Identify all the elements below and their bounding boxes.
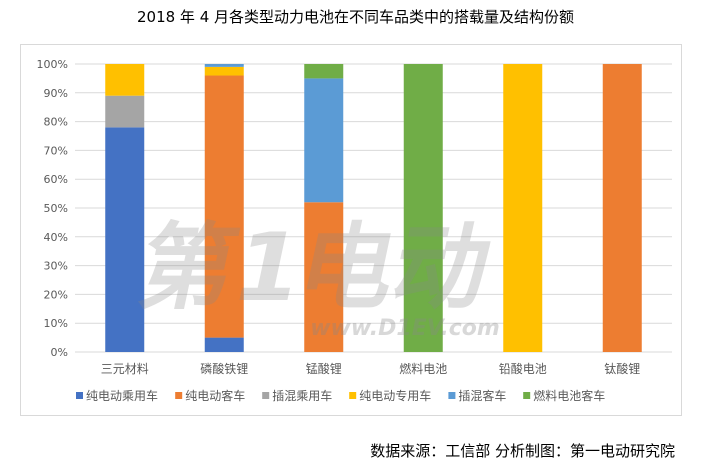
x-category-label: 磷酸铁锂 (200, 361, 248, 376)
x-category-label: 燃料电池 (399, 361, 447, 376)
legend-swatch (175, 392, 183, 399)
bar-segment (105, 64, 145, 96)
legend-swatch (349, 392, 357, 399)
y-tick-label: 70% (44, 144, 68, 157)
source-note: 数据来源：工信部 分析制图：第一电动研究院 (370, 442, 675, 460)
y-tick-label: 60% (44, 173, 68, 186)
watermark-url: www.D1EV.com (310, 316, 500, 341)
legend-label: 纯电动专用车 (359, 388, 431, 403)
legend-swatch (262, 392, 270, 399)
bar-segment (403, 64, 443, 352)
legend-label: 燃料电池客车 (533, 388, 605, 403)
bar-segment (503, 64, 543, 352)
legend-label: 插混乘用车 (272, 388, 332, 403)
y-tick-label: 100% (37, 58, 68, 71)
y-tick-label: 90% (44, 87, 68, 100)
y-tick-label: 20% (44, 288, 68, 301)
chart-frame (20, 44, 682, 416)
y-tick-label: 50% (44, 202, 68, 215)
chart-title: 2018 年 4 月各类型动力电池在不同车品类中的搭载量及结构份额 (136, 8, 575, 26)
y-tick-label: 0% (51, 346, 68, 359)
x-category-label: 铅酸电池 (499, 361, 547, 376)
x-category-label: 锰酸锂 (306, 361, 342, 376)
x-category-label: 钛酸锂 (604, 361, 640, 376)
bar-segment (204, 337, 244, 352)
bar-segment (602, 64, 642, 352)
legend-swatch (448, 392, 456, 399)
bar-segment (304, 64, 344, 79)
y-tick-label: 40% (44, 231, 68, 244)
y-tick-label: 30% (44, 260, 68, 273)
y-tick-label: 10% (44, 317, 68, 330)
legend-swatch (523, 392, 531, 399)
x-category-label: 三元材料 (101, 362, 149, 376)
bar-segment (304, 202, 344, 352)
y-tick-label: 80% (44, 116, 68, 129)
bar-segment (105, 127, 145, 352)
bar-segment (204, 64, 244, 67)
legend-label: 纯电动客车 (185, 388, 245, 403)
legend-label: 插混客车 (458, 388, 506, 403)
bar-segment (204, 75, 244, 338)
bar-segment (204, 66, 244, 76)
legend-swatch (76, 392, 83, 399)
watermark-brand: 第1电动 (130, 214, 501, 323)
bar-segment (105, 95, 145, 128)
bar-segment (304, 78, 344, 203)
legend-label: 纯电动乘用车 (86, 388, 158, 403)
